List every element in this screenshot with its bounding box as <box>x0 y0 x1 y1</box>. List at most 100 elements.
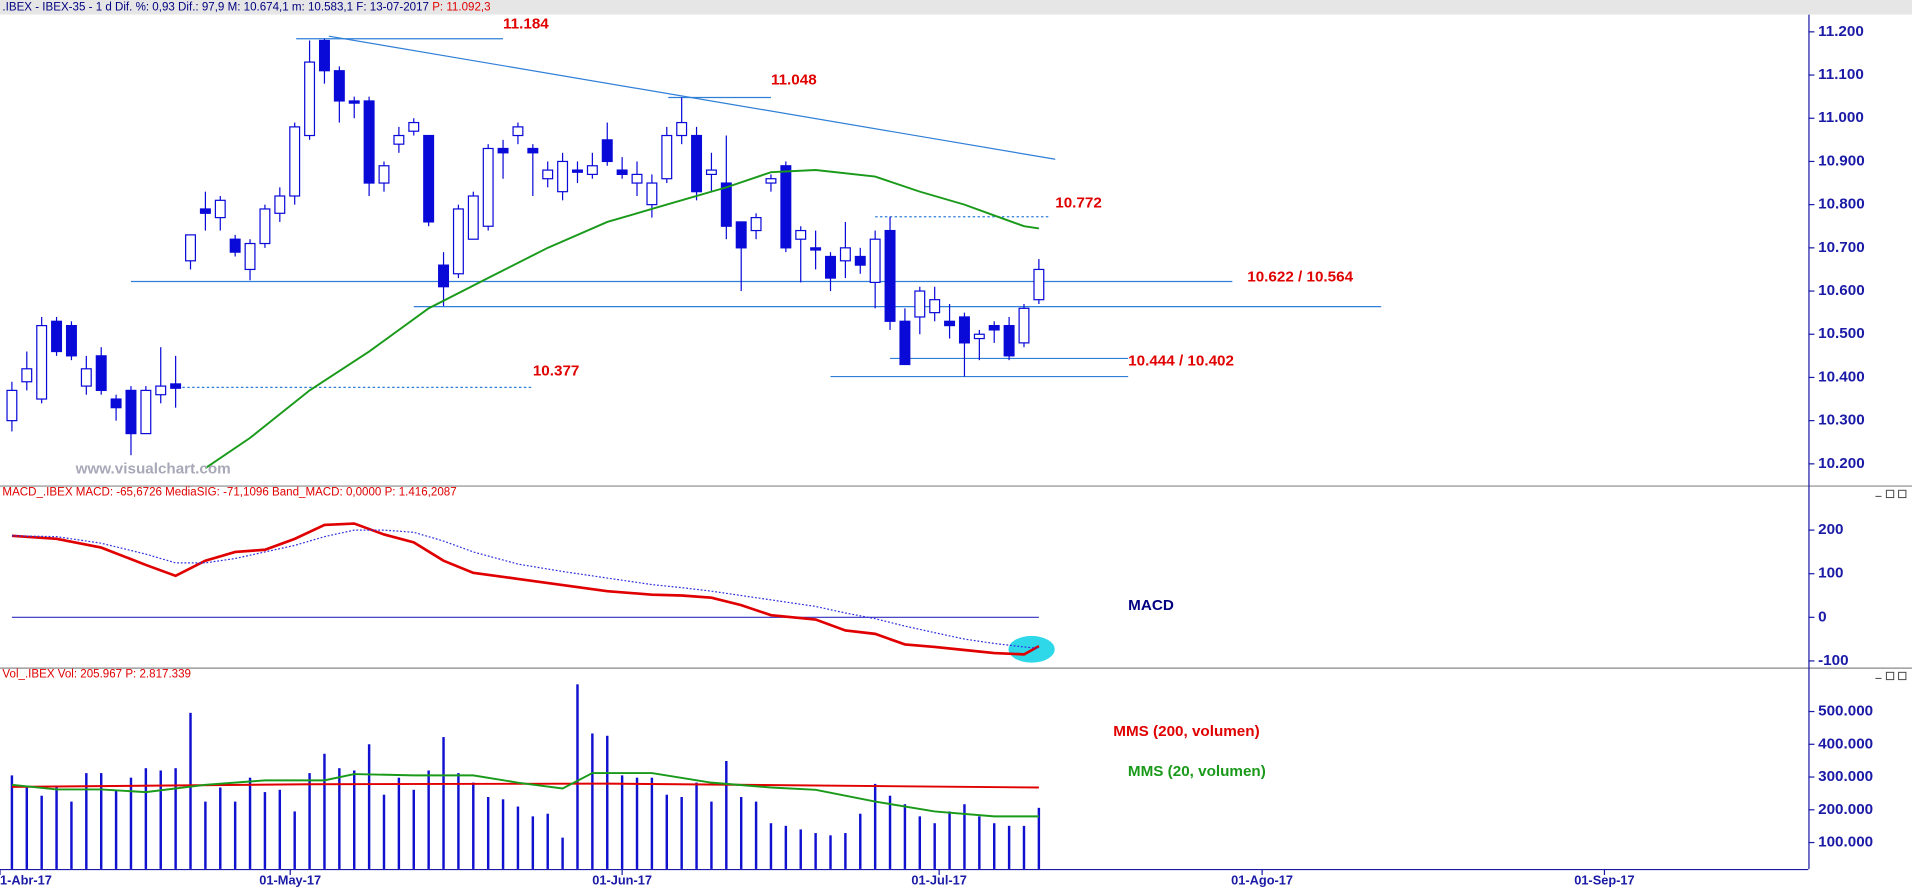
annotation: 10.444 / 10.402 <box>1128 352 1234 369</box>
volume-bar <box>338 768 341 869</box>
x-tick-label: 01-Jun-17 <box>592 872 652 887</box>
y-tick-label: -100 <box>1818 652 1848 669</box>
y-tick-label: 300.000 <box>1818 768 1873 785</box>
moving-average <box>11 772 1039 818</box>
y-tick-label: 10.700 <box>1818 239 1865 256</box>
candle-body <box>438 264 450 288</box>
panel-header: Vol_.IBEX Vol: 205.967 P: 2.817.339 <box>2 669 191 681</box>
candle-body <box>21 368 33 383</box>
panel-header: .IBEX - IBEX-35 - 1 d Dif. %: 0,93 Dif.:… <box>2 1 490 13</box>
window-buttons[interactable] <box>1875 489 1907 681</box>
x-tick-label: 01-Ago-17 <box>1231 872 1293 887</box>
volume-bar <box>531 816 535 869</box>
y-tick-label: 500.000 <box>1818 703 1873 720</box>
y-tick-label: 11.000 <box>1818 109 1864 126</box>
candle-body <box>497 147 509 154</box>
candle-body <box>229 238 241 253</box>
candle-body <box>601 139 613 163</box>
y-tick-label: 100.000 <box>1818 834 1873 851</box>
annotation: 10.772 <box>1055 194 1102 211</box>
candle-body <box>125 389 137 435</box>
y-tick-label: 10.800 <box>1818 196 1865 213</box>
volume-bar <box>397 777 401 869</box>
y-tick-label: 11.100 <box>1818 66 1864 83</box>
volume-bar <box>144 768 148 869</box>
volume-bar <box>427 770 430 869</box>
candle-body <box>155 385 167 396</box>
volume-bar <box>412 789 415 869</box>
candle-body <box>825 255 836 279</box>
volume-bar <box>888 795 892 869</box>
candle-body <box>899 320 911 366</box>
candle-body <box>363 100 375 184</box>
y-tick-label: 10.600 <box>1818 282 1865 299</box>
watermark: www.visualchart.com <box>75 461 231 478</box>
candle-body <box>65 324 77 357</box>
volume-bar <box>129 777 133 869</box>
volume-bar <box>993 823 996 869</box>
volume-bar <box>918 816 922 869</box>
volume-bar <box>769 823 773 869</box>
candle-body <box>467 195 479 240</box>
candle-body <box>289 126 301 197</box>
candle-body <box>318 39 330 72</box>
candle-body <box>631 173 643 184</box>
volume-bar <box>442 737 445 869</box>
volume-bar <box>501 799 505 869</box>
y-tick-label: 0 <box>1818 608 1826 625</box>
y-tick-label: 10.300 <box>1818 412 1865 429</box>
candle-body <box>929 299 941 314</box>
candle-body <box>199 208 211 214</box>
volume-bar <box>576 684 579 869</box>
volume-bar <box>1022 825 1026 869</box>
moving-average <box>204 169 1040 470</box>
header-part: Vol_.IBEX Vol: 205.967 P: 2.817.339 <box>2 669 191 681</box>
annotation: 10.377 <box>533 362 580 379</box>
candle-body <box>1003 324 1015 357</box>
candle-body <box>646 182 658 206</box>
title-bar <box>0 0 1912 15</box>
x-tick-label: 01-Sep-17 <box>1574 872 1634 887</box>
candle-body <box>973 333 985 340</box>
candle-body <box>244 242 256 271</box>
annotation: 11.048 <box>771 72 817 89</box>
volume-bar <box>725 760 728 869</box>
volume-bar <box>1007 825 1011 869</box>
volume-bar <box>353 770 356 869</box>
candle-body <box>780 165 792 249</box>
candle-body <box>542 169 554 180</box>
candle-body <box>1033 268 1045 301</box>
candle-body <box>750 216 762 232</box>
volume-bar <box>1037 807 1041 869</box>
volume-bar <box>561 837 564 869</box>
candle-body <box>571 169 583 173</box>
candle-body <box>765 178 777 184</box>
volume-bar <box>948 811 951 869</box>
annotation: MACD <box>1128 597 1174 614</box>
volume-bar <box>10 775 14 869</box>
volume-bar <box>70 801 73 869</box>
volume-bar <box>25 787 29 869</box>
volume-bar <box>367 744 371 869</box>
volume-bar <box>40 795 43 869</box>
candle-body <box>616 169 628 176</box>
candle-body <box>6 389 18 422</box>
x-tick-label: 01-Jul-17 <box>911 872 966 887</box>
volume-bar <box>620 775 624 869</box>
candle-body <box>512 126 524 137</box>
candle-body <box>423 134 435 223</box>
candle-body <box>720 182 732 227</box>
candle-body <box>795 229 807 240</box>
volume-bar <box>680 797 683 869</box>
volume-bar <box>606 735 609 869</box>
volume-bar <box>114 789 118 869</box>
candle-body <box>988 324 1000 331</box>
candle-body <box>676 121 688 137</box>
candle-body <box>557 160 569 193</box>
moving-average <box>11 782 1039 789</box>
annotation: 11.184 <box>503 16 549 33</box>
volume-bar <box>859 813 862 869</box>
candle-body <box>661 134 673 180</box>
volume-bar <box>933 823 936 869</box>
candle-body <box>378 165 390 184</box>
